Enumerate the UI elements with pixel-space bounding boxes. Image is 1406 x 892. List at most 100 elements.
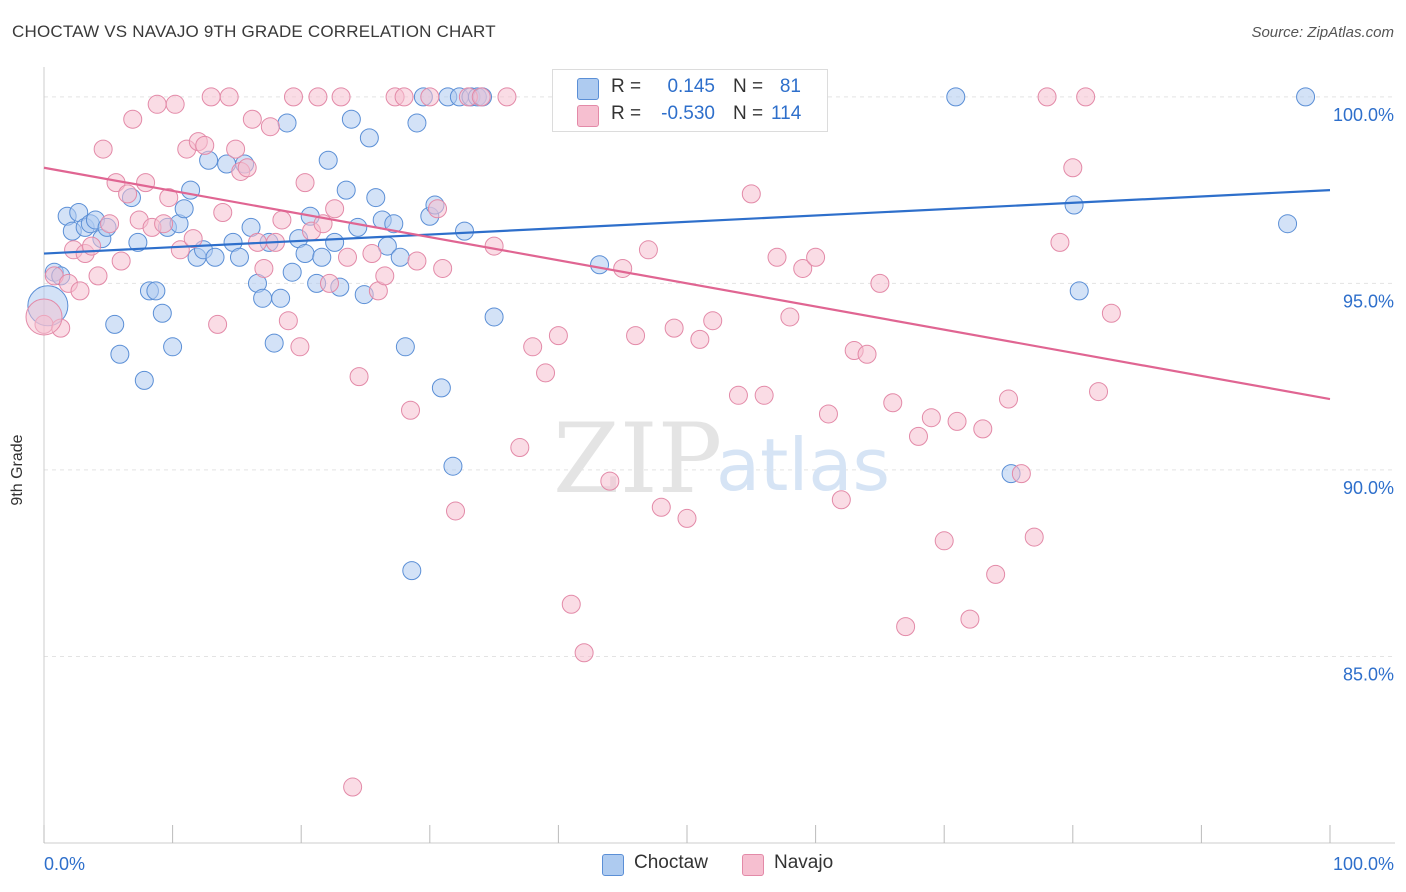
- navajo-point: [883, 393, 903, 413]
- chart-title: CHOCTAW VS NAVAJO 9TH GRADE CORRELATION …: [12, 22, 496, 41]
- navajo-points: [25, 87, 1121, 797]
- navajo-point: [375, 266, 395, 286]
- navajo-point: [806, 247, 826, 267]
- choctaw-point: [1296, 87, 1316, 107]
- navajo-point: [183, 229, 203, 249]
- navajo-label: Navajo: [774, 852, 834, 873]
- choctaw-label: Choctaw: [634, 852, 708, 873]
- choctaw-point: [390, 247, 410, 267]
- navajo-point: [319, 273, 339, 293]
- source-label: Source: ZipAtlas.com: [1251, 24, 1394, 41]
- grid-lines: [44, 96, 1395, 657]
- navajo-point: [272, 210, 292, 230]
- x-tick-label: 100.0%: [1333, 854, 1394, 874]
- navajo-point: [283, 87, 303, 107]
- navajo-point: [471, 87, 491, 107]
- choctaw-point: [455, 221, 475, 241]
- navajo-point: [999, 389, 1018, 409]
- navajo-point: [407, 251, 427, 271]
- navajo-point: [325, 199, 345, 219]
- navajo-point: [195, 135, 215, 155]
- legend-row-navajo: R = -0.530 N = 114: [553, 101, 827, 129]
- navajo-point: [896, 617, 916, 637]
- navajo-point: [165, 94, 185, 114]
- legend-n-value: 81: [779, 76, 801, 97]
- navajo-point: [70, 281, 90, 301]
- navajo-point: [1076, 87, 1096, 107]
- choctaw-point: [271, 288, 291, 308]
- navajo-point: [123, 109, 143, 129]
- choctaw-point: [110, 344, 130, 364]
- navajo-point: [349, 367, 369, 387]
- navajo-point: [237, 158, 257, 178]
- navajo-point: [208, 314, 228, 334]
- navajo-point: [677, 508, 697, 528]
- choctaw-point: [277, 113, 297, 133]
- choctaw-point: [590, 255, 610, 275]
- tick-labels: 85.0% 90.0% 95.0% 100.0% 0.0% 100.0%: [44, 105, 1394, 874]
- navajo-point: [394, 87, 414, 107]
- choctaw-point: [253, 288, 273, 308]
- choctaw-point: [1064, 195, 1084, 215]
- choctaw-point: [295, 244, 315, 264]
- choctaw-point: [443, 456, 463, 476]
- navajo-point: [337, 247, 357, 267]
- choctaw-point: [431, 378, 451, 398]
- navajo-point: [136, 173, 156, 193]
- choctaw-point: [318, 150, 338, 170]
- choctaw-point: [359, 128, 379, 148]
- navajo-point: [690, 329, 710, 349]
- navajo-point: [548, 326, 568, 346]
- navajo-point: [1089, 382, 1109, 402]
- navajo-point: [1063, 158, 1083, 178]
- x-tick-label: 0.0%: [44, 854, 85, 874]
- choctaw-point: [348, 217, 368, 237]
- navajo-point: [986, 564, 1006, 584]
- choctaw-point: [264, 333, 284, 353]
- navajo-point: [780, 307, 800, 327]
- navajo-point: [934, 531, 954, 551]
- y-tick-label: 85.0%: [1343, 664, 1394, 684]
- navajo-point: [260, 117, 280, 137]
- navajo-point: [613, 258, 633, 278]
- choctaw-point: [384, 214, 404, 234]
- navajo-point: [831, 490, 851, 510]
- navajo-point: [308, 87, 328, 107]
- choctaw-point: [105, 314, 125, 334]
- navajo-point: [1024, 527, 1044, 547]
- navajo-trend-line: [43, 166, 1331, 401]
- navajo-point: [626, 326, 646, 346]
- navajo-point: [561, 594, 581, 614]
- legend-r-label: R =: [611, 103, 642, 124]
- navajo-point: [523, 337, 543, 357]
- navajo-point: [159, 188, 179, 208]
- navajo-point: [921, 408, 941, 428]
- watermark-zip: ZIP: [553, 403, 722, 515]
- legend-r-label: R =: [611, 76, 642, 97]
- choctaw-point: [1278, 214, 1298, 234]
- choctaw-point: [152, 303, 172, 323]
- navajo-point: [1037, 87, 1057, 107]
- choctaw-point: [1069, 281, 1089, 301]
- navajo-point: [510, 438, 530, 458]
- choctaw-point: [174, 199, 194, 219]
- choctaw-point: [407, 113, 427, 133]
- choctaw-point: [163, 337, 183, 357]
- navajo-point: [88, 266, 108, 286]
- navajo-point: [793, 258, 813, 278]
- axes: [43, 67, 1395, 844]
- legend-row-choctaw: R = 0.145 N = 81: [553, 74, 827, 102]
- navajo-point: [154, 214, 174, 234]
- navajo-swatch: [742, 854, 764, 876]
- navajo-point: [254, 258, 274, 278]
- navajo-point: [170, 240, 190, 260]
- navajo-point: [278, 311, 298, 331]
- navajo-point: [433, 258, 453, 278]
- legend-r-value: 0.145: [667, 76, 715, 97]
- choctaw-point: [341, 109, 361, 129]
- navajo-point: [420, 87, 440, 107]
- navajo-point: [25, 298, 63, 336]
- navajo-point: [484, 236, 504, 256]
- legend-r-value: -0.530: [661, 103, 715, 124]
- y-tick-label: 95.0%: [1343, 291, 1394, 311]
